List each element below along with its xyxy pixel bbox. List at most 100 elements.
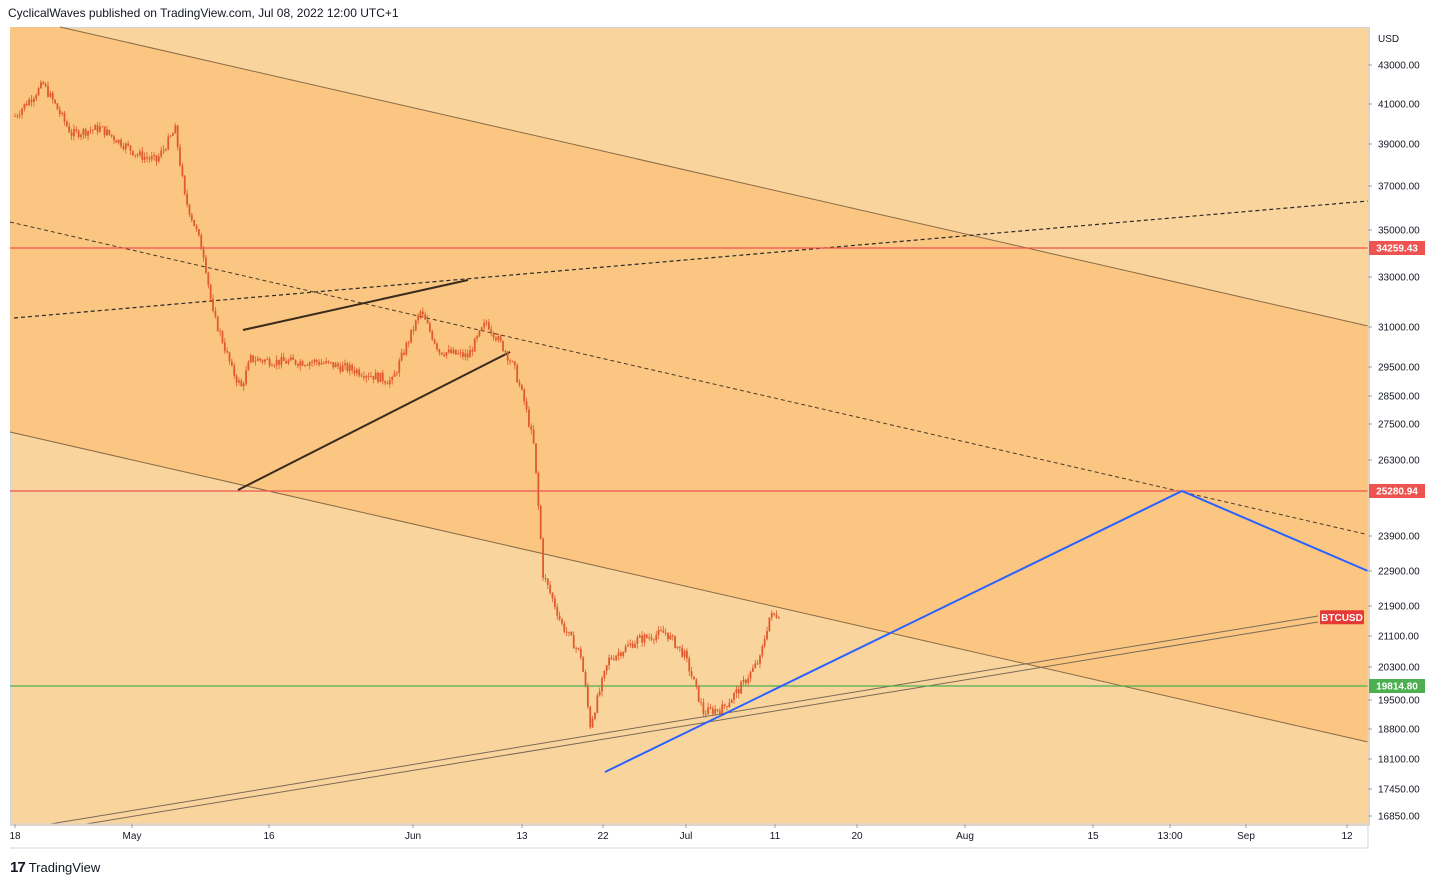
candle-body — [749, 671, 752, 679]
candle-body — [169, 135, 172, 137]
candle-body — [700, 701, 702, 703]
price-marker-box[interactable] — [1369, 484, 1425, 498]
time-tick-label: 16 — [263, 831, 275, 842]
price-tick-label: 20300.00 — [1378, 663, 1420, 674]
candle-body — [579, 649, 582, 658]
candle-body — [228, 352, 231, 362]
candle-body — [624, 646, 627, 652]
candle-body — [471, 350, 474, 352]
projection-path-line[interactable] — [604, 489, 1369, 773]
candle-body — [209, 284, 212, 299]
candle-body — [622, 651, 625, 656]
candle-body — [21, 108, 23, 115]
candle-body — [589, 706, 592, 728]
price-tick-label: 35000.00 — [1378, 226, 1420, 237]
support-line-upper[interactable] — [49, 615, 1319, 825]
candle-body — [120, 139, 122, 147]
symbol-marker-box[interactable] — [1320, 610, 1364, 625]
candle-body — [131, 150, 134, 156]
candle-body — [150, 156, 153, 160]
candle-body — [685, 650, 688, 659]
time-tick-label: 13:00 — [1157, 831, 1182, 842]
publisher-header: CyclicalWaves published on TradingView.c… — [8, 6, 399, 20]
channel-upper-line[interactable] — [59, 26, 1369, 327]
candle-body — [744, 679, 747, 684]
time-tick-label: 18 — [9, 831, 21, 842]
candle-body — [539, 505, 542, 539]
candle-body — [207, 272, 210, 285]
dashed-falling-line[interactable] — [9, 221, 1366, 535]
candle-body — [643, 634, 646, 643]
candle-body — [553, 598, 556, 608]
candle-body — [763, 639, 766, 647]
candle-body — [235, 375, 238, 383]
candle-body — [610, 657, 613, 660]
candle-body — [737, 688, 740, 694]
candle-body — [188, 204, 191, 215]
candle-body — [176, 125, 179, 148]
candle-body — [490, 329, 493, 333]
candle-body — [311, 362, 313, 363]
candle-body — [287, 360, 290, 364]
price-marker-box[interactable] — [1369, 241, 1425, 255]
candle-body — [139, 151, 141, 156]
candle-body — [129, 145, 132, 151]
candle-body — [372, 376, 375, 380]
candle-body — [709, 707, 712, 709]
candle-body — [54, 99, 56, 104]
candle-body — [421, 311, 424, 315]
candle-body — [751, 667, 754, 672]
price-tick-label: 21100.00 — [1378, 632, 1419, 643]
candle-body — [181, 165, 184, 176]
wedge-upper-line[interactable] — [242, 279, 469, 331]
candle-body — [174, 125, 177, 134]
candle-body — [575, 647, 577, 649]
time-tick-label: 22 — [597, 831, 609, 842]
candle-body — [263, 359, 266, 362]
candle-body — [499, 336, 502, 342]
price-axis-currency: USD — [1378, 34, 1399, 45]
candle-body — [568, 631, 570, 633]
candle-body — [652, 639, 655, 641]
time-tick-label: 15 — [1087, 831, 1099, 842]
candle-body — [582, 657, 585, 673]
candle-body — [195, 226, 198, 230]
candle-body — [103, 126, 106, 136]
candle-body — [289, 357, 292, 361]
candle-body — [417, 315, 420, 321]
candle-body — [355, 369, 358, 374]
candle-body — [716, 709, 719, 711]
candle-body — [405, 342, 408, 355]
candle-body — [759, 655, 761, 664]
support-line-lower[interactable] — [85, 621, 1319, 825]
candle-body — [627, 644, 629, 647]
candle-body — [318, 362, 321, 365]
wedge-lower-line[interactable] — [237, 351, 511, 491]
candle-body — [459, 352, 462, 354]
channel-lower-line[interactable] — [9, 431, 1369, 743]
candle-body — [245, 370, 247, 384]
price-tick-label: 26300.00 — [1378, 456, 1420, 467]
price-tick-label: 18100.00 — [1378, 755, 1420, 766]
price-tick-label: 21900.00 — [1378, 602, 1420, 613]
dashed-rising-line[interactable] — [13, 200, 1369, 319]
candle-body — [278, 359, 280, 365]
candle-body — [327, 361, 330, 363]
candle-body — [91, 129, 94, 131]
candle-body — [148, 158, 151, 160]
candle-body — [351, 364, 354, 371]
candle-body — [476, 336, 478, 339]
price-marker-box[interactable] — [1369, 679, 1425, 693]
tradingview-brand[interactable]: TradingView — [28, 859, 101, 875]
candle-body — [584, 672, 587, 687]
candle-body — [247, 362, 250, 371]
candle-body — [704, 713, 707, 715]
candle-body — [294, 359, 297, 365]
candle-body — [660, 629, 662, 631]
candle-body — [464, 353, 467, 357]
candles[interactable] — [14, 80, 780, 730]
price-tick-label: 19500.00 — [1378, 696, 1420, 707]
candle-body — [424, 314, 427, 320]
price-tick-label: 16850.00 — [1378, 812, 1420, 823]
